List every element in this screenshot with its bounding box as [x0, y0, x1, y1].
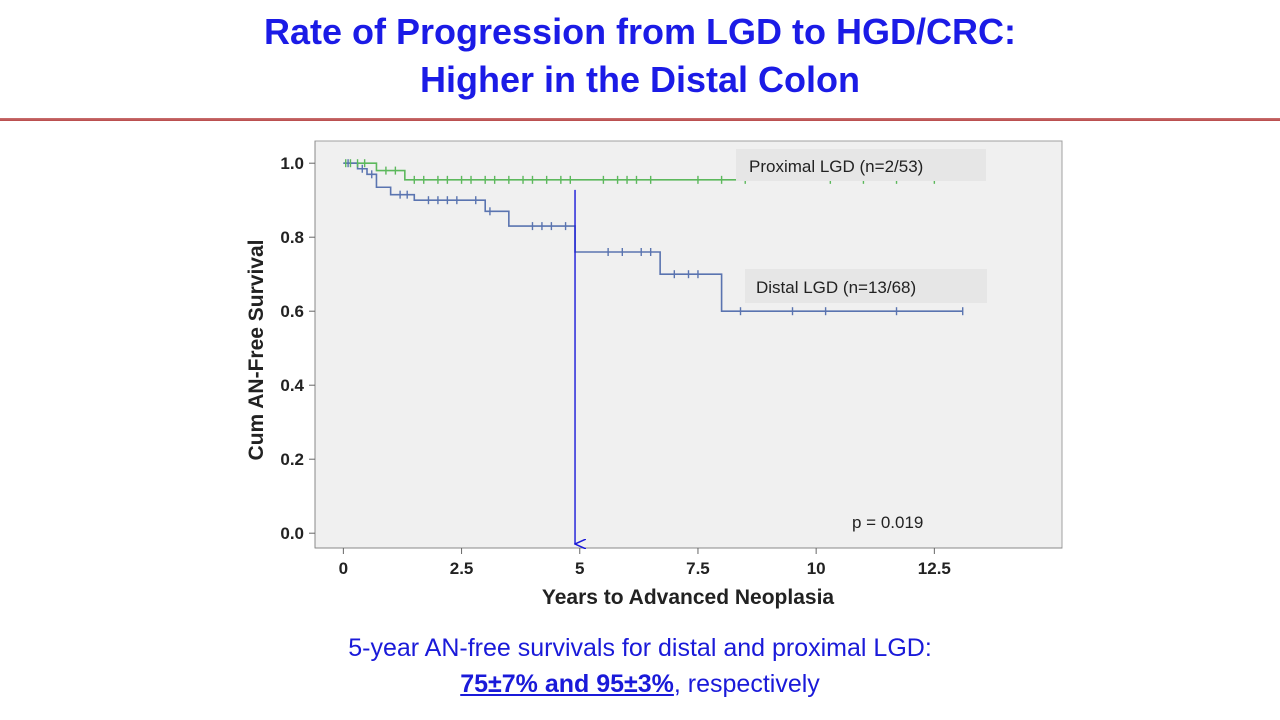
tick-marks: 0.0 0.2 0.4 0.6 0.8 1.0 0 2.5 5 7.5 10 12.5 — [280, 154, 951, 578]
y-tick-label: 1.0 — [280, 154, 304, 173]
x-tick-label: 10 — [807, 559, 826, 578]
series-layer — [343, 162, 963, 312]
x-tick-label: 2.5 — [450, 559, 474, 578]
slide-title: Rate of Progression from LGD to HGD/CRC:… — [0, 8, 1280, 104]
legend-proximal-label: Proximal LGD (n=2/53) — [749, 157, 923, 176]
caption-line-1: 5-year AN-free survivals for distal and … — [348, 634, 932, 662]
y-tick-label: 0.6 — [280, 302, 304, 321]
x-tick-label: 12.5 — [918, 559, 951, 578]
axes — [314, 141, 1062, 549]
caption-tail: , respectively — [673, 670, 820, 698]
legend-distal-label: Distal LGD (n=13/68) — [756, 278, 916, 297]
plot-area — [314, 140, 1063, 549]
legend-proximal: Proximal LGD (n=2/53) — [736, 149, 986, 181]
x-tick-label: 5 — [575, 559, 584, 578]
proximal-survival-curve — [343, 162, 935, 181]
x-tick-label: 0 — [339, 559, 348, 578]
y-tick-label: 0.8 — [280, 228, 304, 247]
y-tick-label: 0.2 — [280, 450, 304, 469]
caption-highlight: 75±7% and 95±3% — [460, 670, 674, 698]
title-divider — [0, 118, 1280, 121]
p-value-annotation: p = 0.019 — [852, 513, 923, 532]
caption: 5-year AN-free survivals for distal and … — [0, 630, 1280, 702]
distal-survival-curve — [343, 162, 963, 312]
y-tick-label: 0.0 — [280, 524, 304, 543]
title-line-2: Higher in the Distal Colon — [419, 59, 860, 100]
x-tick-label: 7.5 — [686, 559, 710, 578]
legend-distal: Distal LGD (n=13/68) — [745, 269, 987, 303]
x-axis-title: Years to Advanced Neoplasia — [542, 586, 834, 609]
caption-line-2: 75±7% and 95±3%, respectively — [0, 666, 1280, 702]
y-tick-label: 0.4 — [280, 376, 304, 395]
y-axis-title: Cum AN-Free Survival — [245, 240, 268, 461]
legend-proximal-box — [736, 149, 986, 181]
legend-distal-box — [745, 269, 987, 303]
title-line-1: Rate of Progression from LGD to HGD/CRC: — [263, 11, 1017, 52]
